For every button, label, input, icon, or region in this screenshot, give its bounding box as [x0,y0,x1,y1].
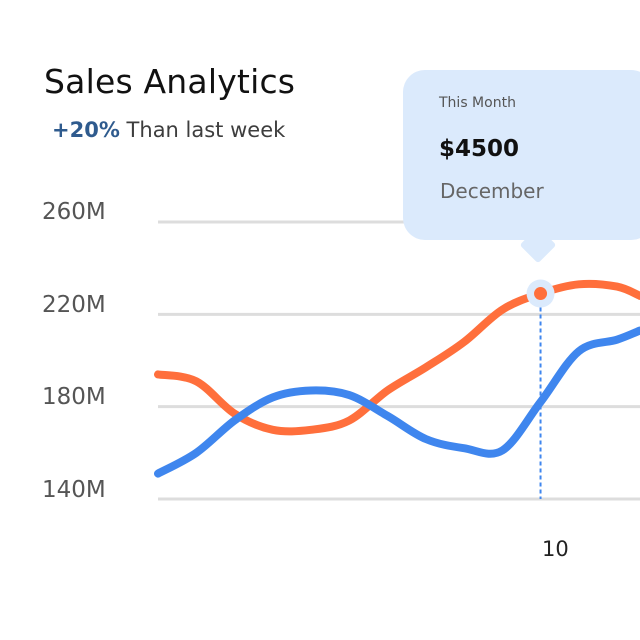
tooltip-month: December [440,179,544,203]
highlight-point[interactable] [534,287,548,301]
delta-text: Than last week [119,118,286,142]
chart-subtitle: +20% Than last week [52,118,285,142]
tooltip-label: This Month [439,95,516,111]
y-tick-label: 180M [42,384,106,410]
tooltip-value: $4500 [439,136,520,162]
x-tick-label: 10 [542,537,569,561]
tooltip-card [403,70,640,240]
delta-percent: +20% [52,118,120,142]
blue-series-line [154,326,640,478]
y-tick-label: 260M [42,199,106,225]
y-tick-label: 140M [42,477,106,503]
y-tick-label: 220M [42,292,106,318]
chart-title: Sales Analytics [44,62,296,101]
